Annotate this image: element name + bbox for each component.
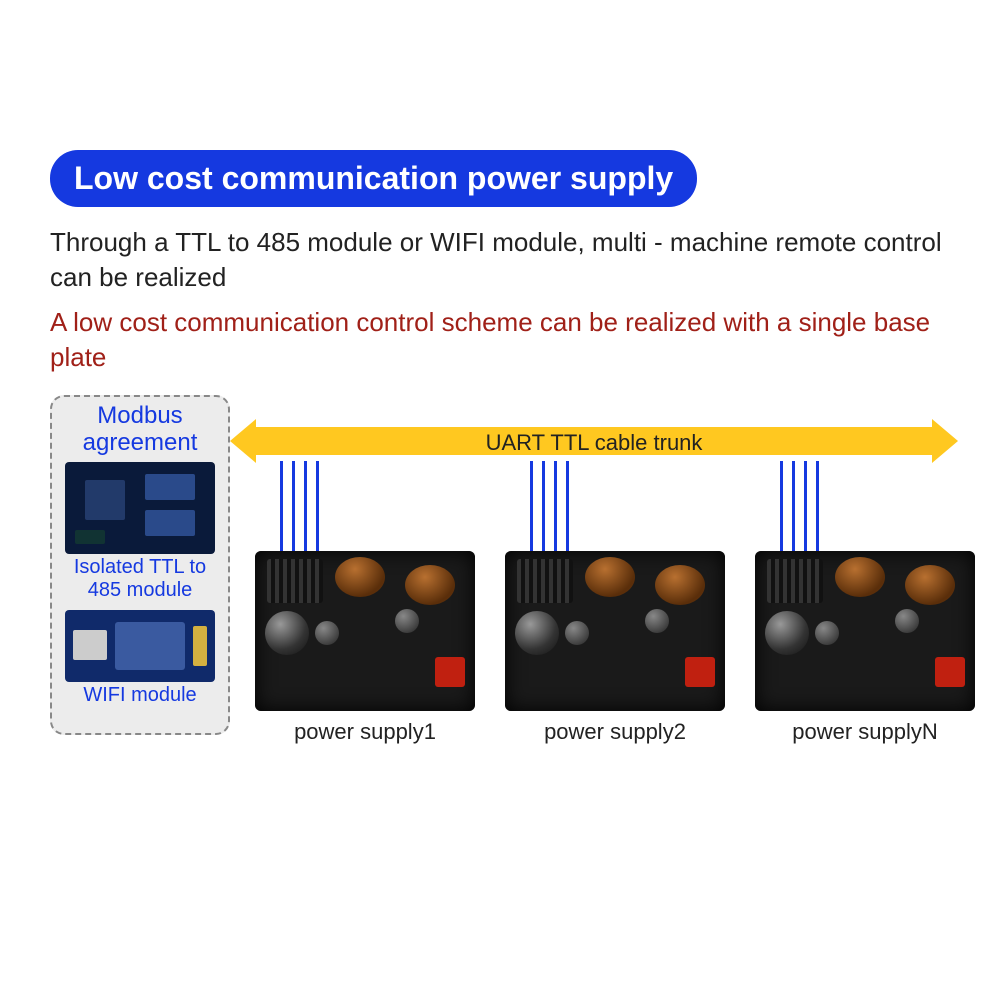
ps1-label: power supply1	[250, 719, 480, 745]
title-bar: Low cost communication power supply	[50, 150, 697, 207]
diagram-area: Modbus agreement Isolated TTL to 485 mod…	[50, 395, 950, 835]
board-2	[505, 551, 725, 711]
ttl-485-module-image	[65, 462, 215, 554]
modbus-heading: Modbus agreement	[60, 403, 220, 456]
board-1	[255, 551, 475, 711]
description-secondary: A low cost communication control scheme …	[50, 305, 950, 375]
power-supply-1: power supply1	[250, 495, 480, 745]
ps2-label: power supply2	[500, 719, 730, 745]
description-primary: Through a TTL to 485 module or WIFI modu…	[50, 225, 950, 295]
modbus-box: Modbus agreement Isolated TTL to 485 mod…	[50, 395, 230, 735]
uart-trunk-arrow: UART TTL cable trunk	[234, 419, 954, 463]
ttl-485-label: Isolated TTL to 485 module	[60, 556, 220, 602]
wifi-label: WIFI module	[60, 684, 220, 707]
infographic-container: Low cost communication power supply Thro…	[50, 150, 950, 835]
power-supply-2: power supply2	[500, 495, 730, 745]
wifi-module-image	[65, 610, 215, 682]
wires-2	[530, 495, 574, 557]
wires-n	[780, 495, 824, 557]
psn-label: power supplyN	[750, 719, 980, 745]
trunk-label: UART TTL cable trunk	[234, 430, 954, 456]
wires-1	[280, 495, 324, 557]
power-supply-n: power supplyN	[750, 495, 980, 745]
title-text: Low cost communication power supply	[74, 160, 673, 196]
board-n	[755, 551, 975, 711]
